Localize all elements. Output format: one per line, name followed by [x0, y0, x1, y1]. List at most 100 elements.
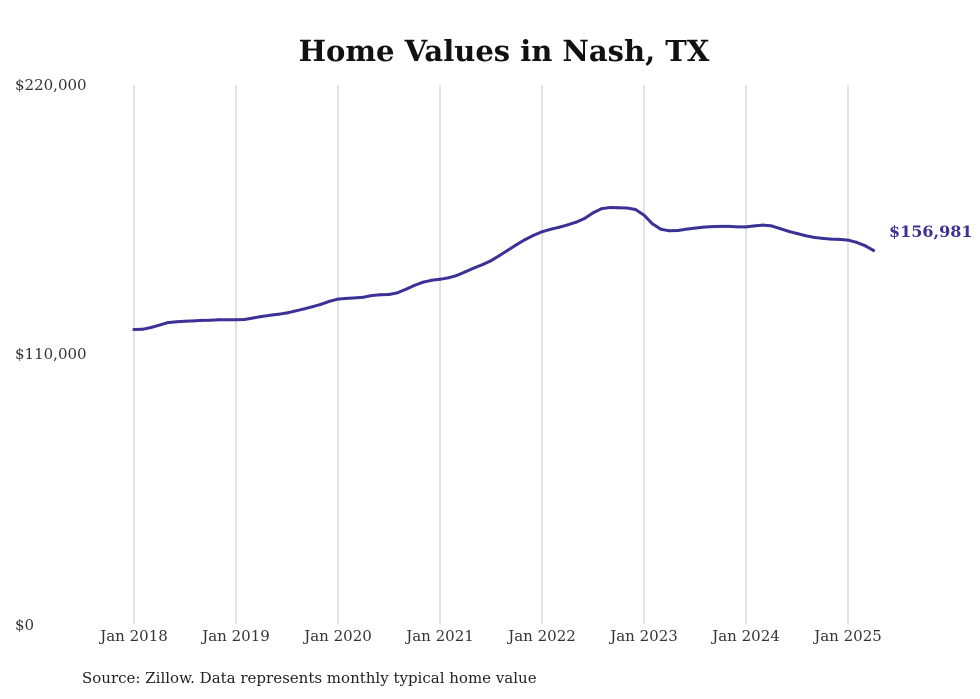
data-point-2024-01 — [744, 225, 748, 229]
data-point-2023-06 — [685, 227, 688, 231]
data-point-2023-05 — [676, 229, 680, 232]
data-point-2022-12 — [634, 208, 637, 211]
data-point-2020-07 — [387, 293, 391, 296]
data-point-2018-12 — [226, 318, 229, 322]
data-point-2022-08 — [600, 207, 603, 211]
data-point-2022-11 — [625, 206, 629, 210]
data-point-2024-04 — [770, 224, 773, 228]
data-point-2021-05 — [472, 266, 476, 270]
data-point-2020-01 — [336, 297, 340, 301]
x-tick-label-3: Jan 2021 — [404, 627, 474, 645]
data-point-2018-02 — [141, 327, 144, 331]
home-value-line — [132, 206, 875, 331]
data-point-2024-08 — [804, 234, 807, 238]
data-point-2021-07 — [489, 259, 493, 263]
data-point-2018-06 — [175, 320, 178, 324]
vertical-gridlines — [133, 85, 849, 624]
data-point-2018-10 — [209, 318, 212, 322]
data-point-2018-09 — [200, 318, 204, 322]
data-point-2018-07 — [183, 319, 187, 323]
x-tick-label-0: Jan 2018 — [98, 627, 168, 645]
data-point-2024-09 — [812, 235, 816, 239]
data-point-2020-03 — [353, 296, 357, 300]
data-point-2023-03 — [659, 227, 663, 231]
latest-value-label: $156,981 — [889, 222, 973, 241]
data-point-2020-09 — [404, 287, 408, 291]
data-point-2021-01 — [438, 277, 442, 281]
data-point-2019-05 — [268, 313, 272, 317]
data-point-2019-11 — [319, 302, 323, 306]
data-point-2019-03 — [251, 316, 255, 320]
data-point-2022-05 — [574, 220, 578, 224]
data-point-2022-03 — [557, 225, 561, 229]
data-point-2019-02 — [243, 318, 246, 321]
data-point-2018-01 — [132, 328, 136, 331]
data-point-2023-02 — [651, 222, 654, 226]
data-point-2020-11 — [421, 280, 425, 284]
data-point-2021-09 — [506, 248, 510, 252]
x-tick-label-5: Jan 2023 — [608, 627, 678, 645]
data-point-2020-12 — [430, 278, 433, 282]
data-point-2021-03 — [455, 273, 459, 277]
data-point-2023-11 — [727, 224, 731, 228]
data-point-2021-11 — [523, 238, 527, 242]
data-point-2023-04 — [668, 229, 671, 233]
data-point-2022-10 — [617, 206, 620, 210]
data-point-2023-07 — [693, 226, 697, 230]
data-point-2025-03 — [863, 244, 867, 248]
x-tick-label-7: Jan 2025 — [812, 627, 882, 645]
data-point-2024-03 — [761, 223, 765, 227]
home-value-points — [132, 206, 875, 331]
data-point-2018-08 — [192, 319, 195, 323]
data-point-2018-05 — [166, 321, 170, 325]
data-point-2024-11 — [829, 237, 833, 241]
data-point-2023-01 — [642, 213, 646, 217]
x-tick-label-4: Jan 2022 — [506, 627, 576, 645]
source-note: Source: Zillow. Data represents monthly … — [82, 669, 537, 687]
y-tick-label-0: $0 — [15, 616, 34, 634]
data-point-2019-06 — [277, 312, 280, 316]
data-point-2020-06 — [379, 293, 382, 297]
x-tick-labels: Jan 2018 Jan 2019 Jan 2020 Jan 2021 Jan 2022… — [98, 627, 882, 645]
data-point-2022-09 — [608, 206, 612, 209]
data-point-2025-04 — [872, 248, 875, 252]
data-point-2023-09 — [710, 225, 714, 229]
data-point-2019-07 — [285, 311, 289, 315]
data-point-2025-01 — [846, 238, 850, 242]
data-point-2018-03 — [149, 326, 153, 329]
data-point-2023-12 — [736, 225, 739, 229]
x-tick-label-2: Jan 2020 — [302, 627, 372, 645]
data-point-2019-01 — [234, 318, 238, 322]
y-tick-label-2: $220,000 — [15, 76, 87, 94]
data-point-2020-08 — [396, 291, 399, 295]
data-point-2018-11 — [217, 318, 221, 322]
data-point-2024-02 — [753, 224, 756, 228]
data-point-2021-08 — [498, 254, 501, 257]
data-point-2023-10 — [719, 224, 722, 228]
data-point-2019-04 — [260, 315, 263, 318]
data-point-2021-06 — [481, 263, 484, 267]
x-tick-label-1: Jan 2019 — [200, 627, 270, 645]
data-point-2025-02 — [855, 240, 858, 244]
data-point-2022-04 — [566, 223, 569, 227]
data-point-2024-07 — [795, 232, 799, 235]
data-point-2024-06 — [787, 229, 790, 233]
data-point-2024-05 — [778, 227, 782, 231]
data-point-2022-02 — [549, 227, 552, 231]
data-point-2024-12 — [838, 237, 841, 241]
data-point-2018-04 — [158, 323, 161, 327]
chart-title: Home Values in Nash, TX — [299, 34, 710, 68]
data-point-2019-09 — [302, 307, 306, 311]
data-point-2021-12 — [532, 233, 535, 237]
data-point-2023-08 — [702, 225, 705, 229]
x-tick-label-6: Jan 2024 — [710, 627, 780, 645]
data-point-2019-12 — [328, 299, 331, 303]
data-point-2020-05 — [370, 294, 374, 297]
data-point-2020-02 — [345, 296, 348, 300]
data-point-2024-10 — [821, 236, 824, 240]
data-point-2019-10 — [311, 305, 314, 309]
data-point-2021-04 — [464, 270, 467, 274]
y-tick-label-1: $110,000 — [15, 345, 87, 363]
data-point-2022-01 — [540, 230, 544, 234]
